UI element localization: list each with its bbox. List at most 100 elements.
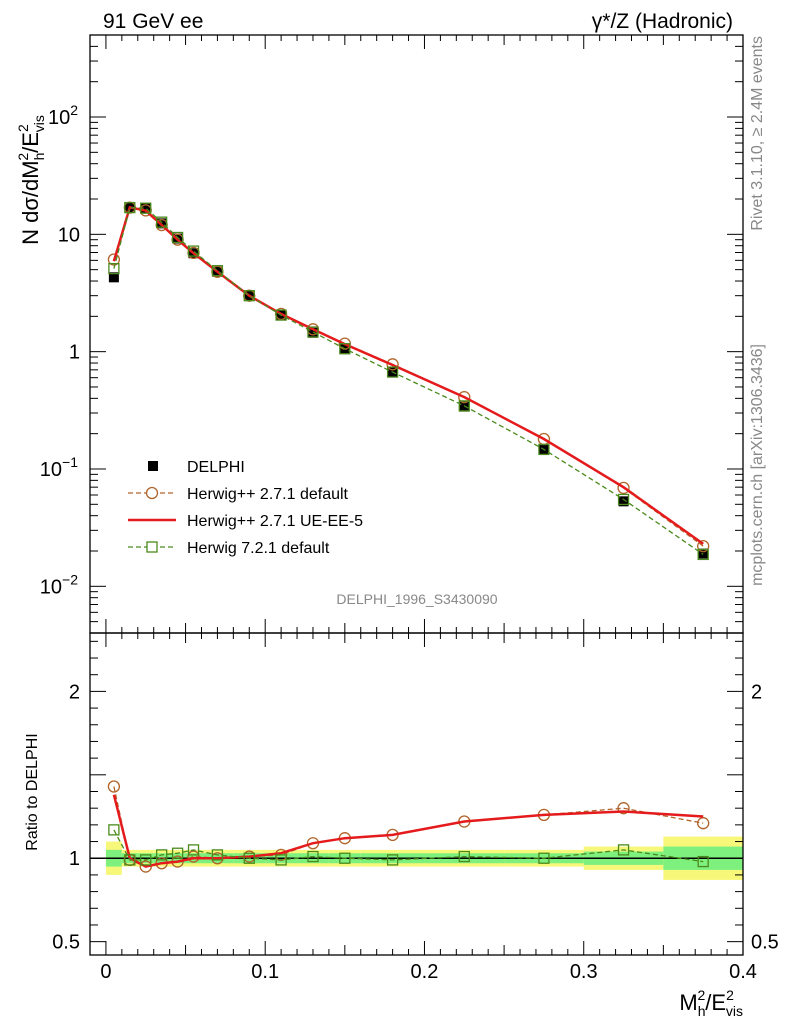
main-square-marker	[458, 400, 470, 412]
ratio-series-layer	[107, 780, 710, 873]
main-square-marker	[275, 309, 287, 321]
ratio-line	[112, 794, 704, 868]
header-left: 91 GeV ee	[103, 10, 203, 33]
main-circle-marker	[107, 253, 121, 266]
ratio-circle-marker	[107, 780, 121, 793]
main-square-marker	[108, 262, 120, 275]
svg-text:N dσ/dMh2/E2vis: N dσ/dMh2/E2vis	[15, 115, 47, 245]
ylabel-sub1: h	[31, 153, 47, 161]
ratio-square-marker	[243, 852, 255, 864]
ratio-square-marker	[697, 855, 709, 868]
main-circle-marker	[386, 358, 399, 371]
ratio-square-marker	[187, 844, 200, 856]
ratio-line	[113, 829, 704, 863]
main-square-marker	[307, 326, 319, 338]
ratio-square-marker	[108, 824, 120, 836]
ratio-square-marker	[124, 854, 136, 866]
legend-label: Herwig++ 2.7.1 UE-EE-5	[187, 513, 363, 530]
header-right: γ*/Z (Hadronic)	[592, 10, 733, 33]
main-delphi-point	[307, 327, 318, 338]
ratio-circle-marker	[617, 802, 630, 815]
main-square-marker	[617, 493, 630, 506]
x-tick-label: 0.1	[251, 961, 279, 983]
x-tick-label: 0.4	[729, 961, 757, 983]
main-square-marker	[211, 265, 224, 277]
ratio-circle-marker	[697, 817, 710, 830]
ratio-y-tick-label: 2	[69, 681, 80, 703]
y-tick-label: 10−2	[40, 571, 78, 598]
main-square-marker	[171, 231, 184, 244]
legend-entry: Herwig++ 2.7.1 default	[128, 486, 349, 503]
y-tick-label: 10	[58, 224, 80, 246]
ratio-y-axis-label: Ratio to DELPHI	[24, 733, 41, 850]
legend-marker	[146, 541, 158, 553]
main-series-3	[108, 201, 709, 561]
main-delphi-point	[618, 496, 629, 507]
main-axes: 10−2 10−1 1 10 102	[40, 34, 744, 634]
x-tick-label: 0	[100, 961, 111, 983]
svg-text:Mh2/E2vis: Mh2/E2 vis	[679, 987, 743, 1019]
main-circle-marker	[697, 539, 710, 553]
ratio-axes: 0 0.1 0.2 0.3 0.4 0.5 1 2 0.5 2	[52, 619, 779, 983]
ratio-square-marker	[617, 844, 630, 856]
ratio-series-2	[108, 824, 709, 868]
legend-entry: Herwig++ 2.7.1 UE-EE-5	[128, 513, 363, 530]
main-delphi-point	[108, 272, 119, 283]
y-tick-label: 1	[69, 342, 80, 364]
ratio-square-marker	[171, 847, 184, 859]
y-tick-label: 102	[48, 102, 78, 129]
legend-label: Herwig 7.2.1 default	[187, 540, 330, 557]
legend-marker	[145, 486, 159, 500]
xlabel-sub1: h	[698, 1003, 706, 1019]
ratio-square-marker	[307, 850, 319, 863]
legend: DELPHI Herwig++ 2.7.1 default Herwig++ 2.7…	[128, 459, 363, 557]
ylabel-base: N dσ/dM	[18, 160, 43, 245]
ratio-square-marker	[275, 854, 287, 866]
main-delphi-point	[140, 202, 151, 213]
main-square-marker	[124, 201, 136, 214]
rivet-label: Rivet 3.1.10, ≥ 2.4M events	[749, 36, 766, 231]
xlabel-sup1: 2	[697, 987, 705, 1003]
ratio-square-marker	[458, 850, 470, 863]
ratio-square-marker	[156, 849, 168, 861]
ratio-series-1	[112, 794, 704, 868]
xlabel-mid: /E	[705, 990, 726, 1015]
y-tick-label: 10−1	[40, 454, 78, 481]
legend-entry: DELPHI	[148, 459, 245, 476]
xlabel-sup2: 2	[726, 987, 734, 1003]
main-square-marker	[243, 290, 255, 302]
mcplots-label: mcplots.cern.ch [arXiv:1306.3436]	[749, 344, 766, 586]
ratio-square-marker	[538, 852, 550, 864]
main-y-axis-label: N dσ/dMh2/E2vis	[15, 115, 47, 245]
ratio-circle-marker	[187, 850, 200, 863]
x-axis-label: Mh2/E2 vis	[679, 987, 743, 1019]
ratio-y-tick-label: 0.5	[52, 932, 80, 954]
main-square-marker	[386, 366, 399, 378]
ylabel-mid: /E	[18, 132, 43, 153]
ratio-right-tick-label: 2	[751, 681, 762, 703]
analysis-watermark: DELPHI_1996_S3430090	[336, 591, 497, 607]
main-circle-marker	[617, 481, 630, 495]
xlabel-sub2: vis	[726, 1003, 743, 1019]
main-square-marker	[538, 443, 550, 456]
ratio-y-tick-label: 1	[69, 848, 80, 870]
main-series-layer	[107, 201, 710, 561]
ratio-square-marker	[140, 854, 152, 866]
ratio-frame	[89, 632, 744, 956]
main-square-marker	[140, 202, 152, 214]
main-square-marker	[187, 245, 200, 257]
ylabel-sub2: vis	[31, 115, 47, 132]
x-tick-label: 0.3	[570, 961, 598, 983]
ylabel-sup2: 2	[15, 124, 31, 132]
main-circle-marker	[458, 390, 471, 404]
main-square-marker	[697, 548, 709, 561]
main-line	[113, 206, 704, 555]
ratio-square-marker	[386, 854, 399, 866]
legend-marker	[148, 461, 158, 471]
ratio-square-marker	[339, 852, 351, 864]
legend-entry: Herwig 7.2.1 default	[128, 540, 330, 557]
ylabel-sup1: 2	[15, 153, 31, 161]
main-square-marker	[339, 343, 351, 355]
ratio-right-tick-label: 0.5	[751, 932, 779, 954]
xlabel-base: M	[679, 990, 697, 1015]
